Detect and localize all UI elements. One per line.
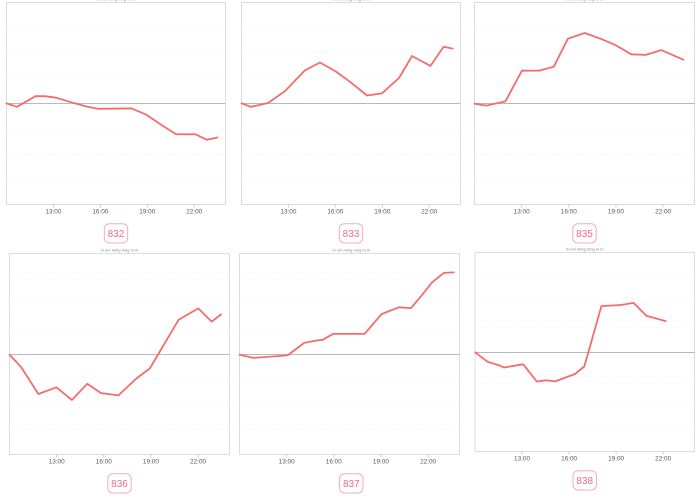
- svg-text:m nm mmg mng m m: m nm mmg mng m m: [332, 247, 370, 252]
- svg-text:16:00: 16:00: [561, 455, 577, 462]
- svg-text:837: 837: [343, 479, 360, 490]
- svg-text:m nm mmg mng m m: m nm mmg mng m m: [566, 246, 604, 251]
- svg-text:19:00: 19:00: [373, 458, 389, 465]
- svg-text:19:00: 19:00: [608, 455, 624, 462]
- svg-text:m nm mmg mng m m: m nm mmg mng m m: [566, 0, 604, 1]
- svg-text:838: 838: [576, 476, 593, 487]
- svg-text:22:00: 22:00: [190, 458, 206, 465]
- svg-text:22:00: 22:00: [421, 208, 437, 215]
- svg-text:22:00: 22:00: [655, 208, 671, 215]
- svg-text:13:00: 13:00: [514, 455, 530, 462]
- svg-text:832: 832: [108, 229, 125, 240]
- svg-text:13:00: 13:00: [45, 208, 61, 215]
- svg-text:13:00: 13:00: [279, 458, 295, 465]
- svg-text:13:00: 13:00: [49, 458, 65, 465]
- svg-text:833: 833: [343, 229, 360, 240]
- svg-text:836: 836: [111, 479, 128, 490]
- svg-text:19:00: 19:00: [608, 208, 624, 215]
- svg-text:16:00: 16:00: [92, 208, 108, 215]
- svg-text:22:00: 22:00: [655, 455, 671, 462]
- svg-text:19:00: 19:00: [143, 458, 159, 465]
- svg-text:16:00: 16:00: [327, 208, 343, 215]
- svg-text:m nm mmg mng m m: m nm mmg mng m m: [332, 0, 370, 1]
- svg-text:19:00: 19:00: [374, 208, 390, 215]
- svg-text:m nm mmg mng m m: m nm mmg mng m m: [101, 247, 139, 252]
- svg-text:19:00: 19:00: [139, 208, 155, 215]
- svg-text:13:00: 13:00: [514, 208, 530, 215]
- svg-text:22:00: 22:00: [186, 208, 202, 215]
- svg-text:22:00: 22:00: [420, 458, 436, 465]
- svg-text:m nm mmg mng m m: m nm mmg mng m m: [97, 0, 135, 1]
- svg-text:16:00: 16:00: [96, 458, 112, 465]
- svg-text:835: 835: [576, 229, 593, 240]
- svg-text:13:00: 13:00: [280, 208, 296, 215]
- svg-text:16:00: 16:00: [326, 458, 342, 465]
- svg-text:16:00: 16:00: [561, 208, 577, 215]
